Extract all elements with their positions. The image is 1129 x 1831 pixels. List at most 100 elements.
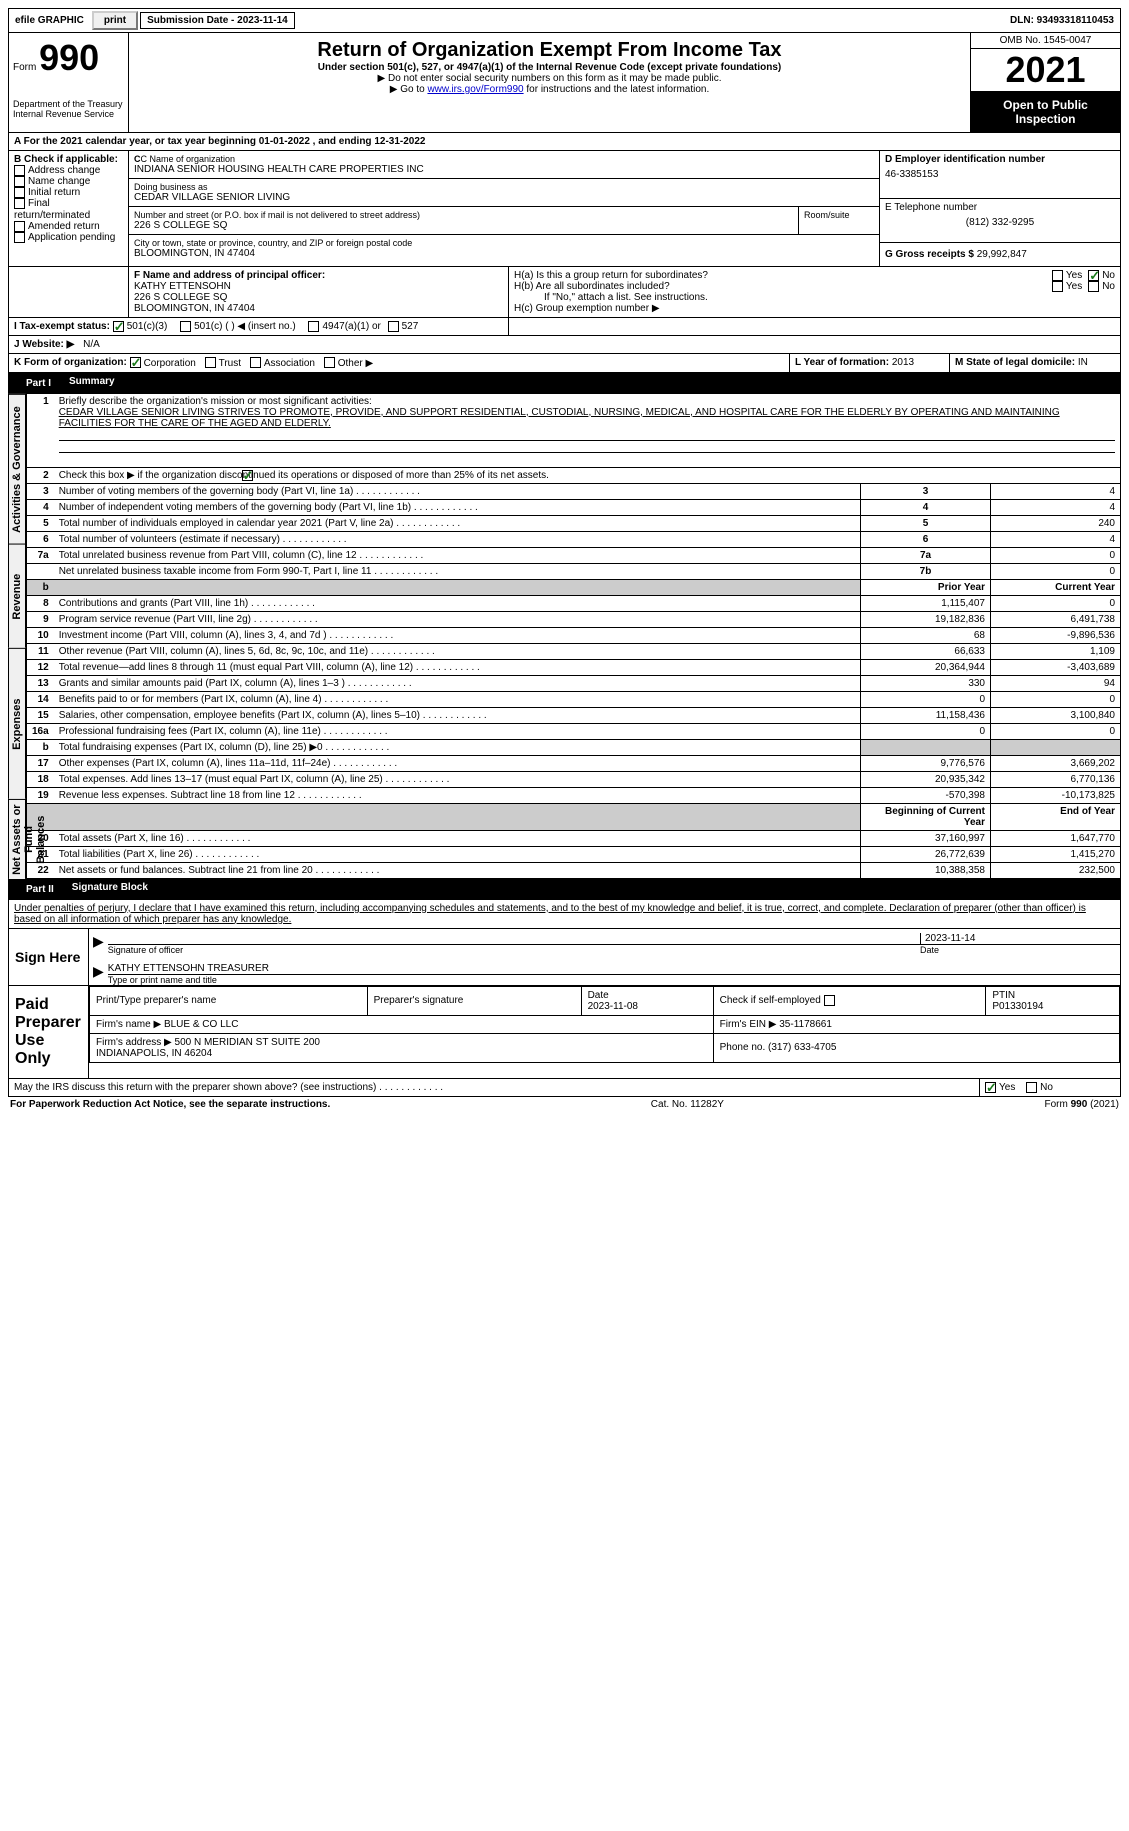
dba-label: Doing business as: [134, 182, 874, 192]
k-trust[interactable]: Trust: [205, 358, 241, 369]
i-501c3[interactable]: 501(c)(3): [113, 321, 168, 332]
line2: Check this box ▶ if the organization dis…: [54, 467, 1121, 483]
date-label: Date: [920, 945, 1120, 955]
table-row: 10Investment income (Part VIII, column (…: [27, 627, 1121, 643]
b-final-return[interactable]: Final return/terminated: [14, 198, 123, 220]
prep-date: Date 2023-11-08: [581, 986, 713, 1015]
org-name: INDIANA SENIOR HOUSING HEALTH CARE PROPE…: [134, 164, 874, 175]
prep-name-label: Print/Type preparer's name: [90, 986, 368, 1015]
part2-header: Part II Signature Block: [8, 879, 1121, 900]
b-amended[interactable]: Amended return: [14, 221, 123, 232]
klm-block: K Form of organization: Corporation Trus…: [8, 354, 1121, 372]
k-corp[interactable]: Corporation: [130, 358, 196, 369]
ha-yes[interactable]: Yes: [1052, 270, 1082, 281]
omb-number: OMB No. 1545-0047: [971, 33, 1120, 49]
hb-no[interactable]: No: [1088, 281, 1115, 292]
col-end: End of Year: [991, 803, 1121, 830]
col-prior: Prior Year: [861, 579, 991, 595]
table-row: 9Program service revenue (Part VIII, lin…: [27, 611, 1121, 627]
arrow-icon: ▶: [93, 933, 104, 955]
table-row: 18Total expenses. Add lines 13–17 (must …: [27, 771, 1121, 787]
b-label: B Check if applicable:: [14, 154, 123, 165]
subtitle-1: Under section 501(c), 527, or 4947(a)(1)…: [135, 62, 964, 73]
prep-sig-label: Preparer's signature: [367, 986, 581, 1015]
may-irs-label: May the IRS discuss this return with the…: [14, 1082, 376, 1093]
part1-header: Part I Summary: [8, 373, 1121, 394]
k-assoc[interactable]: Association: [250, 358, 315, 369]
table-row: 5Total number of individuals employed in…: [27, 515, 1121, 531]
sig-officer-label: Signature of officer: [108, 945, 920, 955]
sign-here-label: Sign Here: [9, 929, 89, 985]
ha-no[interactable]: No: [1088, 270, 1115, 281]
c-name-label: C Name of organization: [141, 154, 236, 164]
hb-note: If "No," attach a list. See instructions…: [514, 292, 1115, 303]
i-527[interactable]: 527: [388, 321, 419, 332]
dln: DLN: 93493318110453: [1004, 13, 1120, 28]
phone-label: Phone no.: [720, 1042, 766, 1053]
room-label: Room/suite: [799, 207, 879, 234]
city-label: City or town, state or province, country…: [134, 238, 874, 248]
footer-left: For Paperwork Reduction Act Notice, see …: [10, 1099, 330, 1110]
dba-name: CEDAR VILLAGE SENIOR LIVING: [134, 192, 874, 203]
table-row: Net unrelated business taxable income fr…: [27, 563, 1121, 579]
col-begin: Beginning of Current Year: [861, 803, 991, 830]
self-employed[interactable]: Check if self-employed: [713, 986, 986, 1015]
officer-addr1: 226 S COLLEGE SQ: [134, 292, 503, 303]
l-label: L Year of formation:: [795, 357, 889, 368]
e-label: E Telephone number: [885, 202, 1115, 213]
table-row: bTotal fundraising expenses (Part IX, co…: [27, 739, 1121, 755]
table-row: 8Contributions and grants (Part VIII, li…: [27, 595, 1121, 611]
section-revenue: Revenue: [8, 544, 26, 648]
subtitle-3: ▶ Go to www.irs.gov/Form990 for instruct…: [135, 84, 964, 95]
b-address-change[interactable]: Address change: [14, 165, 123, 176]
website: N/A: [83, 339, 100, 350]
sig-date: 2023-11-14: [920, 933, 1120, 944]
i-501c[interactable]: 501(c) ( ) ◀ (insert no.): [180, 321, 296, 332]
dept-label: Department of the Treasury Internal Reve…: [13, 99, 124, 119]
officer-name-title: KATHY ETTENSOHN TREASURER: [108, 963, 1120, 975]
b-pending[interactable]: Application pending: [14, 232, 123, 243]
addr-label: Number and street (or P.O. box if mail i…: [134, 210, 793, 220]
hb-yes[interactable]: Yes: [1052, 281, 1082, 292]
i-label: I Tax-exempt status:: [14, 321, 110, 332]
line-j: J Website: ▶ N/A: [8, 336, 1121, 354]
tax-year: 2021: [971, 49, 1120, 92]
subtitle-2: ▶ Do not enter social security numbers o…: [135, 73, 964, 84]
section-expenses: Expenses: [8, 648, 26, 799]
table-row: 6Total number of volunteers (estimate if…: [27, 531, 1121, 547]
table-row: 19Revenue less expenses. Subtract line 1…: [27, 787, 1121, 803]
table-row: 22Net assets or fund balances. Subtract …: [27, 862, 1121, 878]
table-row: 3Number of voting members of the governi…: [27, 483, 1121, 499]
top-bar: efile GRAPHIC print Submission Date - 20…: [8, 8, 1121, 33]
summary-section: Activities & Governance Revenue Expenses…: [8, 394, 1121, 879]
print-button[interactable]: print: [92, 11, 138, 30]
form-header: Form 990 Department of the Treasury Inte…: [8, 33, 1121, 133]
i-4947[interactable]: 4947(a)(1) or: [308, 321, 380, 332]
footer-mid: Cat. No. 11282Y: [651, 1099, 724, 1110]
m-label: M State of legal domicile:: [955, 357, 1075, 368]
k-other[interactable]: Other ▶: [324, 358, 373, 369]
form-title: Return of Organization Exempt From Incom…: [135, 39, 964, 62]
penalty-text: Under penalties of perjury, I declare th…: [8, 900, 1121, 929]
table-row: 16aProfessional fundraising fees (Part I…: [27, 723, 1121, 739]
ha-label: H(a) Is this a group return for subordin…: [514, 270, 1052, 281]
name-title-label: Type or print name and title: [108, 975, 1120, 985]
street-address: 226 S COLLEGE SQ: [134, 220, 793, 231]
page-footer: For Paperwork Reduction Act Notice, see …: [8, 1097, 1121, 1112]
may-irs-no[interactable]: No: [1026, 1082, 1053, 1093]
table-row: 15Salaries, other compensation, employee…: [27, 707, 1121, 723]
line-a: A For the 2021 calendar year, or tax yea…: [8, 133, 1121, 151]
city-state-zip: BLOOMINGTON, IN 47404: [134, 248, 874, 259]
public-inspection: Open to Public Inspection: [971, 92, 1120, 132]
d-label: D Employer identification number: [885, 154, 1115, 165]
efile-label: efile GRAPHIC: [9, 13, 90, 28]
b-initial-return[interactable]: Initial return: [14, 187, 123, 198]
may-irs-yes[interactable]: Yes: [985, 1082, 1015, 1093]
table-row: 21Total liabilities (Part X, line 26)26,…: [27, 846, 1121, 862]
irs-link[interactable]: www.irs.gov/Form990: [427, 84, 523, 95]
paid-prep-label: Paid Preparer Use Only: [9, 986, 89, 1078]
arrow-icon: ▶: [93, 963, 104, 985]
state-domicile: IN: [1078, 357, 1088, 368]
bcdeg-block: B Check if applicable: Address change Na…: [8, 151, 1121, 267]
b-name-change[interactable]: Name change: [14, 176, 123, 187]
